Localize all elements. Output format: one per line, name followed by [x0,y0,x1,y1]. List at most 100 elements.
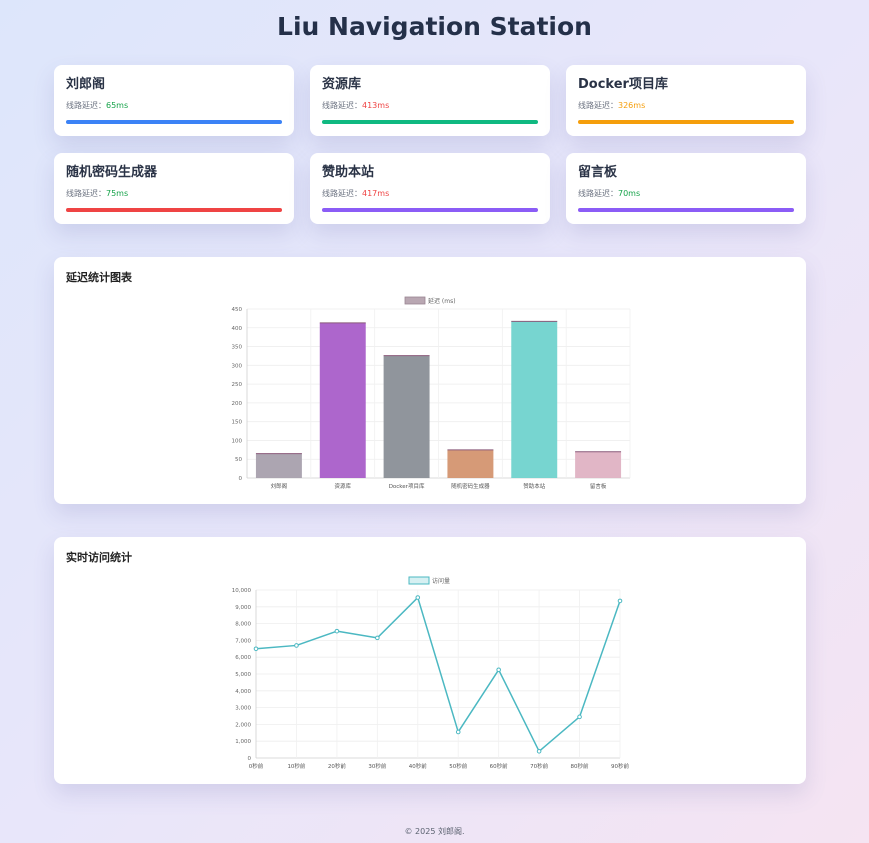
x-tick-label: 赞助本站 [523,482,546,490]
site-card-color-bar [322,208,538,212]
x-tick-label: 40秒前 [409,762,427,770]
latency-text: 线路延迟：70ms [578,189,794,199]
bar [255,453,302,478]
data-point [577,714,582,720]
y-tick-label: 2,000 [235,722,251,728]
latency-text: 线路延迟：326ms [578,101,794,111]
site-card-title: 资源库 [322,77,362,92]
y-tick-label: 3,000 [235,706,251,712]
site-card-title: 随机密码生成器 [66,165,158,180]
page-title: Liu Navigation Station [277,12,592,41]
y-tick-label: 50 [235,457,242,463]
site-card[interactable]: 资源库 线路延迟：413ms [310,65,550,136]
site-card-color-bar [578,208,794,212]
y-tick-label: 400 [232,326,243,332]
site-card[interactable]: 刘郎阁 线路延迟：65ms [54,65,294,136]
bar [447,449,494,478]
latency-label: 线路延迟： [66,189,106,198]
site-card-color-bar [66,208,282,212]
latency-bar-chart: 延迟 (ms) 0 50 100 150 200 250 300 350 400 450 刘郎阁 资源库… [232,296,631,490]
y-tick-label: 1,000 [235,739,251,745]
y-tick-label: 0 [239,476,243,482]
latency-label: 线路延迟： [66,101,106,110]
legend-swatch [408,576,430,585]
site-card-title: 留言板 [578,165,618,180]
y-tick-label: 4,000 [235,689,251,695]
site-card[interactable]: 赞助本站 线路延迟：417ms [310,153,550,224]
x-tick-label: 留言板 [590,482,607,490]
bar [575,451,622,478]
y-tick-label: 100 [232,438,243,444]
latency-value: 75ms [106,189,129,198]
y-tick-label: 10,000 [232,588,252,594]
site-card[interactable]: 留言板 线路延迟：70ms [566,153,806,224]
x-tick-label: 20秒前 [328,762,346,770]
site-card-color-bar [322,120,538,124]
latency-value: 413ms [362,101,390,110]
latency-label: 线路延迟： [578,189,618,198]
data-point [334,628,340,634]
x-tick-label: 80秒前 [571,762,589,770]
latency-label: 线路延迟： [322,101,362,110]
data-point [455,729,461,735]
latency-value: 417ms [362,189,390,198]
latency-value: 65ms [106,101,129,110]
latency-value: 326ms [618,101,646,110]
latency-chart-title: 延迟统计图表 [66,271,132,284]
latency-text: 线路延迟：75ms [66,189,282,199]
site-card-title: 赞助本站 [322,165,375,180]
visits-chart-panel: 实时访问统计 访问量 0 1,000 2,000 3,000 4,000 5,000 6,00… [54,537,806,784]
x-tick-label: 随机密码生成器 [451,482,490,490]
y-tick-label: 150 [232,420,243,426]
x-tick-label: 10秒前 [287,762,305,770]
y-tick-label: 300 [232,363,243,369]
latency-chart-panel: 延迟统计图表 延迟 (ms) 0 50 100 150 200 250 300 350 400 45… [54,257,806,504]
footer-copyright: © 2025 刘郎阁. [404,827,465,836]
y-tick-label: 9,000 [235,605,251,611]
latency-label: 线路延迟： [322,189,362,198]
site-card-title: Docker项目库 [578,77,668,92]
y-tick-label: 450 [232,307,243,313]
x-tick-label: 资源库 [334,482,351,490]
y-tick-label: 200 [232,401,243,407]
latency-label: 线路延迟： [578,101,618,110]
x-tick-label: 50秒前 [449,762,467,770]
data-point [536,748,542,754]
y-tick-label: 6,000 [235,655,251,661]
data-point [294,643,299,648]
data-point [415,595,421,600]
data-point [253,646,259,652]
site-card[interactable]: 随机密码生成器 线路延迟：75ms [54,153,294,224]
legend-label: 延迟 (ms) [428,297,456,305]
visits-chart-title: 实时访问统计 [66,551,132,564]
site-card-title: 刘郎阁 [66,77,106,92]
x-tick-label: 60秒前 [490,762,508,770]
y-tick-label: 350 [232,345,243,351]
data-point [617,598,623,604]
data-point [496,667,501,673]
site-card-color-bar [66,120,282,124]
y-tick-label: 7,000 [235,638,251,644]
site-card[interactable]: Docker项目库 线路延迟：326ms [566,65,806,136]
bar [511,321,558,478]
y-tick-label: 0 [248,756,252,762]
legend-swatch [404,296,426,305]
latency-text: 线路延迟：417ms [322,189,538,199]
visits-line-chart: 访问量 0 1,000 2,000 3,000 4,000 5,000 6,000 7,000 8… [232,576,629,770]
x-tick-label: 30秒前 [368,762,386,770]
y-tick-label: 250 [232,382,243,388]
latency-text: 线路延迟：413ms [322,101,538,111]
latency-text: 线路延迟：65ms [66,101,282,111]
data-point [375,635,380,641]
y-tick-label: 5,000 [235,672,251,678]
x-tick-label: 刘郎阁 [271,482,288,490]
x-tick-label: 0秒前 [249,762,264,770]
bar [383,355,430,478]
latency-value: 70ms [618,189,641,198]
x-tick-label: Docker项目库 [389,482,425,490]
site-card-color-bar [578,120,794,124]
bar [319,322,366,478]
x-tick-label: 70秒前 [530,762,548,770]
series-line [255,596,621,753]
legend-label: 访问量 [432,577,450,585]
